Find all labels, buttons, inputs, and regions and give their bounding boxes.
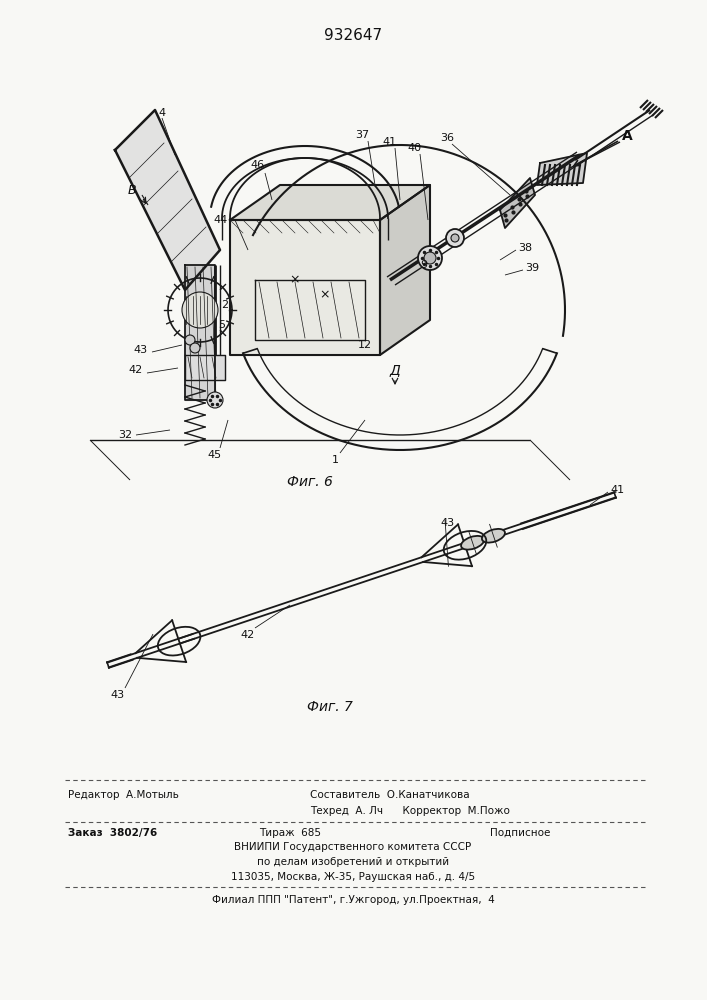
Circle shape xyxy=(185,335,195,345)
Text: 36: 36 xyxy=(440,133,454,143)
Text: 38: 38 xyxy=(518,243,532,253)
Circle shape xyxy=(446,229,464,247)
Text: Филиал ППП "Патент", г.Ужгород, ул.Проектная,  4: Филиал ППП "Патент", г.Ужгород, ул.Проек… xyxy=(211,895,494,905)
Text: 46: 46 xyxy=(251,160,265,170)
Text: Фиг. 7: Фиг. 7 xyxy=(307,700,353,714)
Text: Фиг. 6: Фиг. 6 xyxy=(287,475,333,489)
Text: 40: 40 xyxy=(408,143,422,153)
Text: Редактор  А.Мотыль: Редактор А.Мотыль xyxy=(68,790,179,800)
Text: 45: 45 xyxy=(208,450,222,460)
Text: ВНИИПИ Государственного комитета СССР: ВНИИПИ Государственного комитета СССР xyxy=(235,842,472,852)
Text: A: A xyxy=(622,129,633,143)
Polygon shape xyxy=(185,355,225,380)
Polygon shape xyxy=(380,185,430,355)
Polygon shape xyxy=(500,178,535,228)
Circle shape xyxy=(424,252,436,264)
Text: 2: 2 xyxy=(221,300,228,310)
Text: Заказ  3802/76: Заказ 3802/76 xyxy=(68,828,157,838)
Text: 12: 12 xyxy=(358,340,372,350)
Text: 1: 1 xyxy=(332,455,339,465)
Ellipse shape xyxy=(482,529,505,543)
Circle shape xyxy=(182,292,218,328)
Text: 37: 37 xyxy=(355,130,369,140)
Text: 39: 39 xyxy=(525,263,539,273)
Text: 43: 43 xyxy=(134,345,148,355)
Text: 44: 44 xyxy=(214,215,228,225)
Text: B: B xyxy=(127,184,136,196)
Circle shape xyxy=(418,246,442,270)
Text: 113035, Москва, Ж-35, Раушская наб., д. 4/5: 113035, Москва, Ж-35, Раушская наб., д. … xyxy=(231,872,475,882)
Text: 41: 41 xyxy=(383,137,397,147)
Text: Техред  А. Лч      Корректор  М.Пожо: Техред А. Лч Корректор М.Пожо xyxy=(310,806,510,816)
Circle shape xyxy=(451,234,459,242)
Text: ×: × xyxy=(320,288,330,302)
Text: 41: 41 xyxy=(610,485,624,495)
Text: ×: × xyxy=(290,273,300,286)
Text: 932647: 932647 xyxy=(324,28,382,43)
Text: 4: 4 xyxy=(158,108,165,118)
Circle shape xyxy=(190,343,200,353)
Polygon shape xyxy=(537,153,587,185)
Text: Д: Д xyxy=(390,363,400,377)
Text: 43: 43 xyxy=(440,518,454,528)
Text: 43: 43 xyxy=(110,690,124,700)
Text: 5: 5 xyxy=(218,320,225,330)
Text: по делам изобретений и открытий: по делам изобретений и открытий xyxy=(257,857,449,867)
Text: Подписное: Подписное xyxy=(490,828,550,838)
Polygon shape xyxy=(185,265,215,400)
Ellipse shape xyxy=(461,536,484,550)
Text: 42: 42 xyxy=(129,365,143,375)
Text: Составитель  О.Канатчикова: Составитель О.Канатчикова xyxy=(310,790,469,800)
Polygon shape xyxy=(115,110,220,290)
Text: Тираж  685: Тираж 685 xyxy=(259,828,321,838)
Text: 42: 42 xyxy=(241,630,255,640)
Polygon shape xyxy=(230,185,430,220)
Polygon shape xyxy=(230,220,380,355)
Circle shape xyxy=(207,392,223,408)
Text: 32: 32 xyxy=(118,430,132,440)
Text: 9: 9 xyxy=(420,260,427,270)
